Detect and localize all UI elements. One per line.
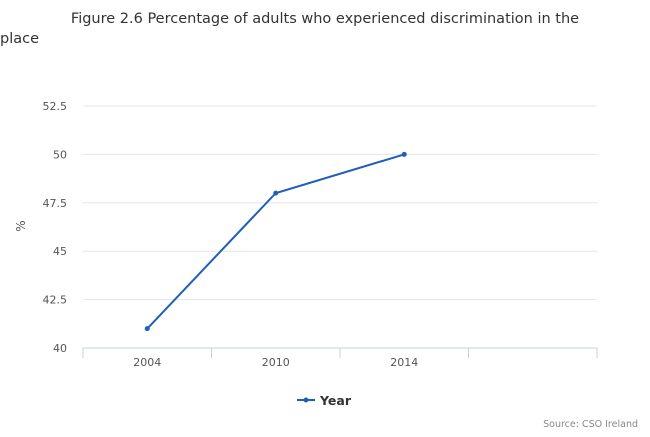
- chart-title-line-2: place: [0, 31, 39, 47]
- data-point[interactable]: [273, 190, 279, 196]
- series-lines: [144, 151, 407, 332]
- x-axis: 2004 2010 2014: [82, 347, 598, 369]
- x-tick-label: 2010: [262, 356, 290, 369]
- y-tick-label: 42.5: [43, 294, 68, 307]
- y-tick-label: 47.5: [43, 197, 68, 210]
- x-tick-label: 2014: [390, 356, 418, 369]
- grid-lines: [83, 105, 597, 301]
- series-line: [146, 153, 405, 330]
- y-tick-labels: 40 42.5 45 47.5 50 52.5: [43, 100, 68, 355]
- source-credit: Source: CSO Ireland: [543, 419, 638, 430]
- chart-title-line-1: Figure 2.6 Percentage of adults who expe…: [71, 11, 579, 27]
- legend[interactable]: Year: [297, 393, 352, 408]
- y-tick-label: 52.5: [43, 100, 68, 113]
- legend-label: Year: [319, 393, 352, 408]
- data-point[interactable]: [401, 151, 407, 157]
- data-point[interactable]: [144, 326, 150, 332]
- legend-marker-symbol: [303, 397, 309, 403]
- y-tick-label: 45: [53, 245, 67, 258]
- x-tick-label: 2004: [133, 356, 161, 369]
- y-tick-label: 50: [53, 148, 67, 161]
- y-tick-label: 40: [53, 342, 67, 355]
- y-axis-label: %: [14, 220, 28, 231]
